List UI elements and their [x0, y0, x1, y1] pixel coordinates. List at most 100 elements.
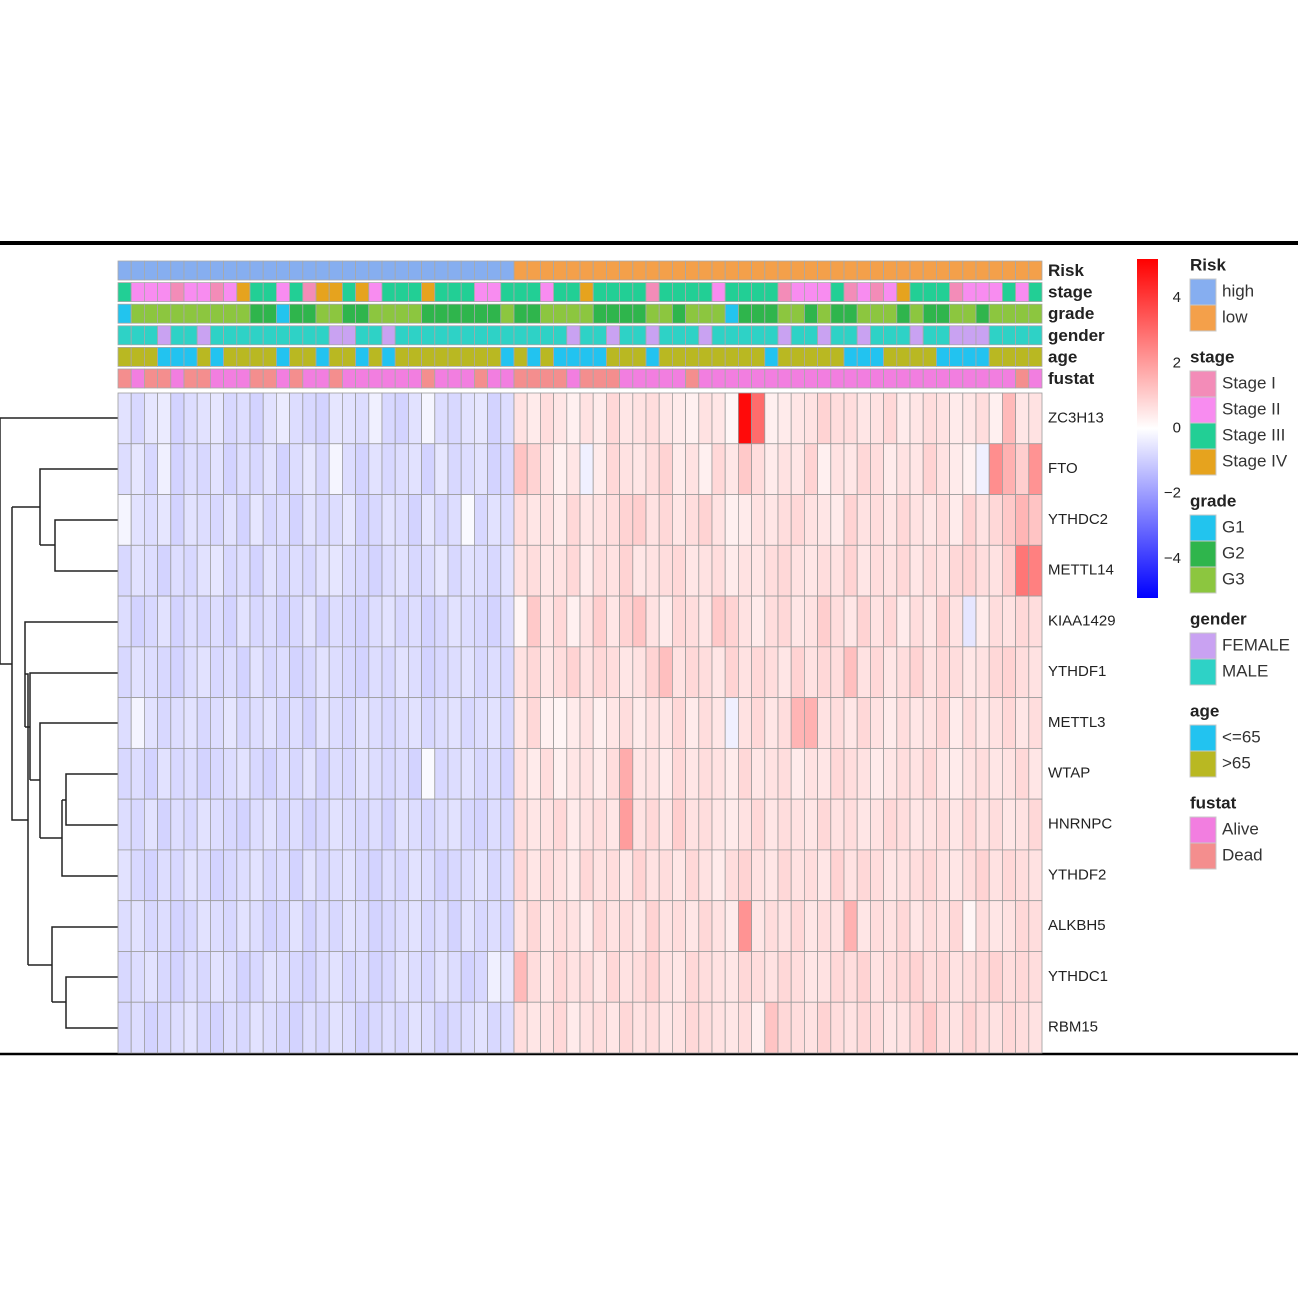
- annotation-cell: [223, 282, 238, 303]
- annotation-cell: [949, 346, 964, 367]
- annotation-cell: [394, 325, 409, 346]
- annotation-cell: [619, 303, 634, 324]
- heat-cell: [685, 951, 700, 1003]
- heat-cell: [209, 849, 224, 902]
- annotation-cell: [896, 260, 911, 281]
- annotation-cell: [790, 282, 805, 303]
- heat-cell: [856, 646, 871, 699]
- heat-cell: [249, 544, 264, 597]
- colorbar-tick-label: 0: [1173, 419, 1181, 436]
- annotation-cell: [302, 303, 317, 324]
- annotation-cell: [289, 325, 304, 346]
- heat-cell: [949, 595, 964, 648]
- heat-cell: [975, 951, 990, 1003]
- heat-cell: [962, 747, 977, 800]
- annotation-cell: [751, 303, 766, 324]
- heat-cell: [804, 494, 819, 546]
- annotation-cell: [1028, 368, 1043, 389]
- heat-cell: [487, 798, 502, 851]
- heat-cell: [421, 798, 436, 851]
- heat-cell: [988, 544, 1003, 597]
- heat-cell: [157, 697, 172, 749]
- annotation-cell: [817, 325, 832, 346]
- row-label: YTHDC1: [1048, 968, 1108, 985]
- heat-cell: [500, 646, 515, 699]
- heat-cell: [724, 697, 739, 749]
- heat-cell: [711, 595, 726, 648]
- heat-cell: [487, 951, 502, 1003]
- heat-cell: [381, 646, 396, 699]
- heat-cell: [341, 544, 356, 597]
- annotation-cell: [394, 260, 409, 281]
- heat-cell: [711, 849, 726, 902]
- annotation-cell: [830, 368, 845, 389]
- heat-cell: [196, 747, 211, 800]
- annotation-cell: [764, 346, 779, 367]
- legend-swatch: [1189, 540, 1217, 568]
- heat-cell: [1028, 646, 1043, 699]
- heat-cell: [381, 392, 396, 445]
- legend-swatch: [1189, 422, 1217, 450]
- annotation-cell: [223, 325, 238, 346]
- heat-cell: [117, 392, 132, 445]
- heat-cell: [262, 900, 277, 952]
- heat-cell: [1028, 849, 1043, 902]
- heat-cell: [381, 951, 396, 1003]
- heat-cell: [751, 697, 766, 749]
- heat-cell: [143, 595, 158, 648]
- heat-cell: [817, 697, 832, 749]
- annotation-cell: [262, 260, 277, 281]
- heat-cell: [341, 849, 356, 902]
- heat-cell: [922, 951, 937, 1003]
- heat-cell: [843, 595, 858, 648]
- heat-cell: [355, 798, 370, 851]
- heat-cell: [460, 595, 475, 648]
- annotation-cell: [434, 346, 449, 367]
- heat-cell: [275, 951, 290, 1003]
- heat-cell: [790, 494, 805, 546]
- heat-cell: [381, 595, 396, 648]
- legend-label: G1: [1222, 517, 1245, 536]
- annotation-cell: [962, 260, 977, 281]
- heat-cell: [275, 494, 290, 546]
- heat-cell: [843, 443, 858, 495]
- annotation-cell: [460, 325, 475, 346]
- heat-cell: [183, 747, 198, 800]
- heat-cell: [658, 951, 673, 1003]
- annotation-cell: [421, 282, 436, 303]
- annotation-cell: [130, 260, 145, 281]
- heat-cell: [830, 392, 845, 445]
- annotation-cell: [790, 325, 805, 346]
- heat-cell: [619, 798, 634, 851]
- annotation-cell: [592, 368, 607, 389]
- annotation-cell: [1015, 260, 1030, 281]
- heat-cell: [817, 900, 832, 952]
- heat-cell: [341, 951, 356, 1003]
- heat-cell: [500, 595, 515, 648]
- annotation-cell: [817, 260, 832, 281]
- heat-cell: [130, 849, 145, 902]
- heat-cell: [143, 798, 158, 851]
- annotation-cell: [579, 346, 594, 367]
- heat-cell: [1028, 443, 1043, 495]
- colorbar-tick-label: −4: [1164, 550, 1181, 567]
- heat-cell: [130, 392, 145, 445]
- dendrogram: [0, 417, 118, 1029]
- heat-cell: [143, 697, 158, 749]
- heat-cell: [196, 798, 211, 851]
- annotation-cell: [143, 346, 158, 367]
- annotation-cell: [447, 260, 462, 281]
- heat-cell: [223, 646, 238, 699]
- heat-cell: [685, 798, 700, 851]
- heat-cell: [632, 1001, 647, 1054]
- heat-cell: [341, 747, 356, 800]
- annotation-cell: [500, 346, 515, 367]
- heat-cell: [883, 1001, 898, 1054]
- annotation-cell: [566, 368, 581, 389]
- heat-cell: [355, 443, 370, 495]
- annotation-cell: [209, 303, 224, 324]
- heat-cell: [117, 697, 132, 749]
- heat-cell: [672, 1001, 687, 1054]
- heat-cell: [606, 697, 621, 749]
- heat-cell: [526, 849, 541, 902]
